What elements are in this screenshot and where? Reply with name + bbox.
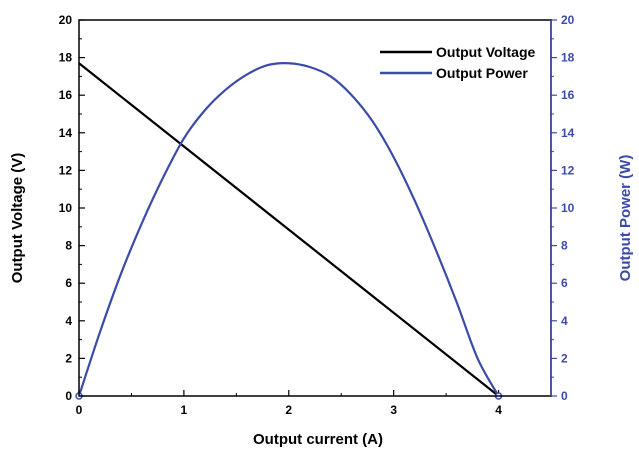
left-tick-label: 8 [65,239,72,253]
right-tick-label: 0 [561,389,568,403]
right-tick-label: 18 [561,51,575,65]
right-tick-label: 8 [561,239,568,253]
left-tick-label: 12 [59,163,73,177]
x-tick-label: 1 [181,403,188,417]
left-axis-ticks: 0 2 4 6 8 10 12 14 16 18 20 [59,13,85,403]
legend-label-output-voltage: Output Voltage [436,44,535,60]
right-tick-label: 6 [561,276,568,290]
left-tick-label: 16 [59,88,73,102]
series-layer [75,62,503,400]
left-tick-label: 18 [59,51,73,65]
left-tick-label: 4 [65,314,72,328]
series-line-output-voltage [78,62,500,397]
right-tick-label: 14 [561,126,575,140]
x-tick-label: 3 [390,403,397,417]
x-axis-title: Output current (A) [253,431,383,448]
right-tick-label: 10 [561,201,575,215]
left-tick-label: 6 [65,276,72,290]
right-axis-ticks: 0 2 4 6 8 10 12 14 16 18 20 [551,13,575,403]
legend: Output Voltage Output Power [380,44,535,81]
left-y-axis-title: Output Voltage (V) [9,153,26,284]
left-tick-label: 20 [59,13,73,27]
left-tick-label: 0 [65,389,72,403]
series-line-output-power [77,62,500,397]
right-tick-label: 2 [561,351,568,365]
left-tick-label: 10 [59,201,73,215]
x-tick-label: 2 [285,403,292,417]
x-axis-ticks: 0 1 2 3 4 [76,390,502,417]
x-tick-label: 0 [76,403,83,417]
right-tick-label: 4 [561,314,568,328]
x-tick-label: 4 [495,403,502,417]
left-tick-label: 14 [59,126,73,140]
left-tick-label: 2 [65,351,72,365]
legend-label-output-power: Output Power [436,65,528,81]
right-tick-label: 12 [561,163,575,177]
right-tick-label: 20 [561,13,575,27]
right-tick-label: 16 [561,88,575,102]
right-y-axis-title: Output Power (W) [617,155,634,282]
